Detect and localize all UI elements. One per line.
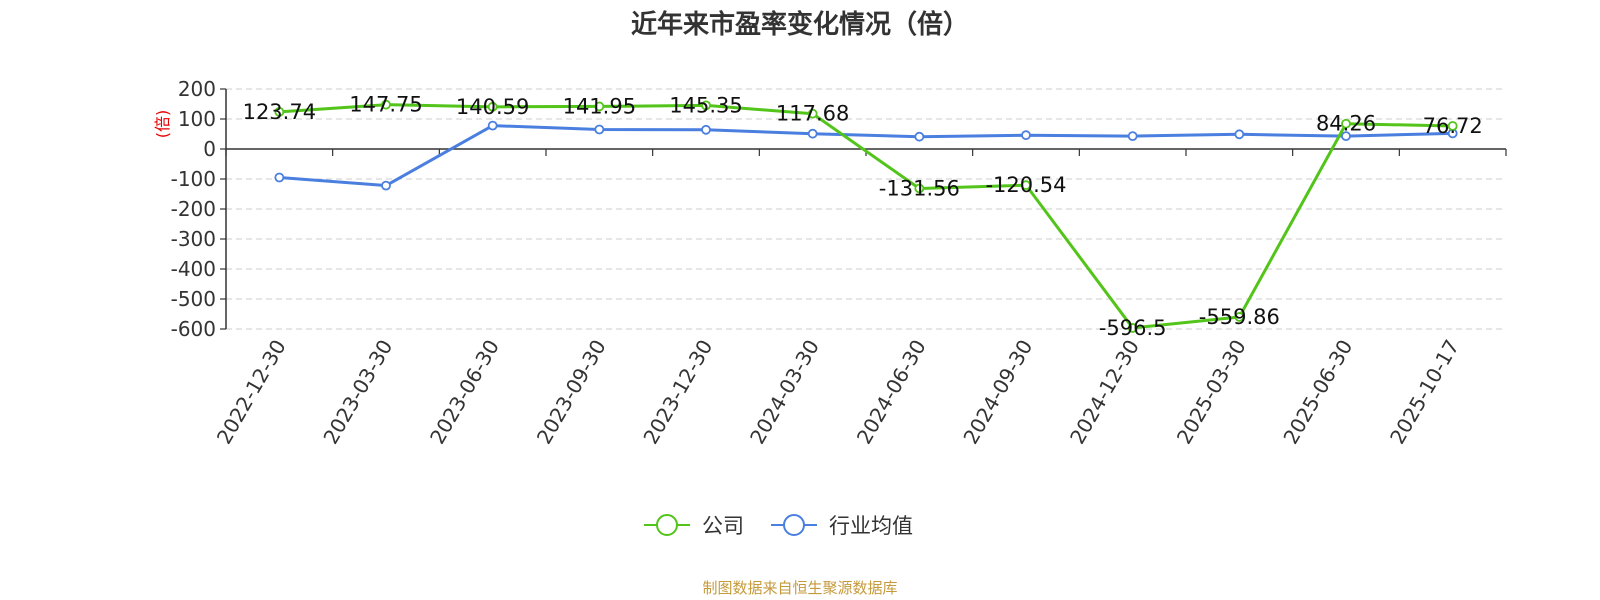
y-tick-label: -600 bbox=[171, 317, 216, 341]
legend-label: 行业均值 bbox=[829, 514, 913, 538]
data-labels: 123.74 147.75 140.59 141.95 145.35 117.68 -131… bbox=[243, 93, 1483, 340]
data-point[interactable] bbox=[381, 99, 391, 110]
series-industry-average bbox=[274, 120, 1458, 191]
data-point[interactable] bbox=[807, 108, 818, 119]
axes bbox=[220, 88, 1507, 330]
y-tick-label: -100 bbox=[171, 167, 216, 191]
grid-lines bbox=[226, 88, 1506, 330]
data-label: 76.72 bbox=[1423, 114, 1483, 138]
y-tick-labels: 200 100 0 -100 -200 -300 -400 -500 -600 bbox=[171, 77, 216, 341]
data-point[interactable] bbox=[1021, 130, 1031, 141]
data-label: -596.5 bbox=[1099, 316, 1167, 340]
data-label: 140.59 bbox=[456, 95, 529, 119]
y-tick-label: -200 bbox=[171, 197, 216, 221]
data-label: 117.68 bbox=[776, 102, 849, 126]
series-line bbox=[279, 103, 1453, 330]
data-point[interactable] bbox=[701, 124, 711, 135]
data-label: -120.54 bbox=[985, 173, 1066, 197]
data-point[interactable] bbox=[1341, 131, 1351, 142]
data-label: -559.86 bbox=[1199, 305, 1280, 329]
x-tick-label: 2023-12-30 bbox=[638, 336, 717, 449]
data-point[interactable] bbox=[594, 101, 605, 112]
data-point[interactable] bbox=[914, 131, 925, 142]
y-tick-label: 0 bbox=[203, 137, 216, 161]
x-tick-label: 2024-12-30 bbox=[1065, 336, 1144, 449]
x-tick-label: 2025-06-30 bbox=[1278, 336, 1357, 449]
data-label: 123.74 bbox=[243, 100, 316, 124]
legend-item-company[interactable]: 公司 bbox=[644, 514, 744, 538]
series-company bbox=[274, 99, 1458, 333]
data-label: 84.26 bbox=[1316, 112, 1376, 136]
y-tick-label: -300 bbox=[171, 227, 216, 251]
x-tick-label: 2023-03-30 bbox=[318, 336, 397, 449]
legend-label: 公司 bbox=[702, 514, 744, 538]
x-tick-labels: 2022-12-30 2023-03-30 2023-06-30 2023-09-30… bbox=[212, 335, 1464, 448]
chart-title: 近年来市盈率变化情况（倍） bbox=[631, 9, 969, 40]
x-tick-label: 2024-06-30 bbox=[852, 335, 931, 448]
legend-marker-icon bbox=[783, 514, 805, 536]
data-point[interactable] bbox=[487, 101, 498, 112]
source-note: 制图数据来自恒生聚源数据库 bbox=[702, 579, 897, 597]
y-tick-label: -500 bbox=[171, 287, 216, 311]
data-label: 141.95 bbox=[563, 94, 636, 118]
legend-item-industry-average[interactable]: 行业均值 bbox=[771, 514, 913, 538]
series-line bbox=[279, 124, 1453, 188]
x-tick-label: 2023-09-30 bbox=[532, 336, 611, 449]
data-point[interactable] bbox=[1341, 118, 1351, 129]
x-tick-label: 2025-10-17 bbox=[1385, 336, 1464, 449]
y-tick-label: 100 bbox=[178, 107, 216, 131]
data-point[interactable] bbox=[1447, 121, 1458, 131]
series-lines bbox=[274, 99, 1458, 333]
legend[interactable]: 公司 行业均值 bbox=[644, 514, 913, 538]
x-tick-label: 2022-12-30 bbox=[212, 336, 291, 449]
data-label: -131.56 bbox=[879, 176, 960, 200]
legend-marker-icon bbox=[656, 514, 678, 536]
data-point[interactable] bbox=[274, 172, 285, 183]
y-tick-label: -400 bbox=[171, 257, 216, 281]
data-point[interactable] bbox=[487, 120, 498, 131]
data-point[interactable] bbox=[1127, 131, 1138, 142]
data-point[interactable] bbox=[1234, 129, 1245, 140]
y-axis-label: (倍) bbox=[153, 110, 172, 139]
x-tick-label: 2024-03-30 bbox=[745, 336, 824, 449]
x-tick-label: 2023-06-30 bbox=[425, 335, 504, 448]
data-point[interactable] bbox=[914, 183, 925, 194]
x-tick-label: 2024-09-30 bbox=[958, 336, 1037, 449]
data-point[interactable] bbox=[807, 128, 818, 139]
data-point[interactable] bbox=[274, 106, 285, 117]
data-point[interactable] bbox=[1021, 180, 1031, 191]
x-tick-label: 2025-03-30 bbox=[1172, 336, 1251, 449]
data-label: 147.75 bbox=[349, 93, 422, 117]
data-point[interactable] bbox=[594, 124, 605, 135]
data-label: 145.35 bbox=[669, 93, 742, 117]
data-point[interactable] bbox=[1234, 312, 1245, 322]
y-tick-label: 200 bbox=[178, 77, 216, 101]
data-point[interactable] bbox=[701, 100, 711, 111]
data-point[interactable] bbox=[1127, 323, 1138, 333]
data-point[interactable] bbox=[381, 180, 391, 191]
